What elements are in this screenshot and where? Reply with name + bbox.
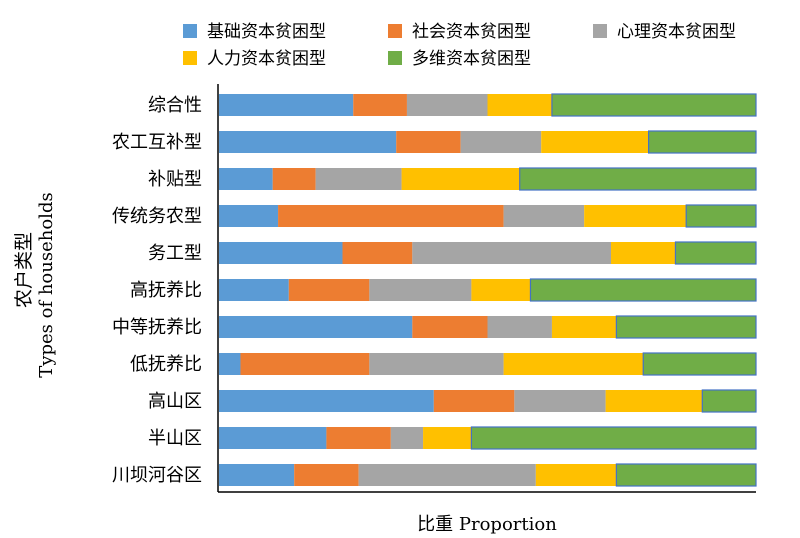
bar-segment-5-2 [342, 242, 413, 264]
bar-segment-6-3 [369, 279, 472, 301]
bar-segment-2-3 [460, 131, 542, 153]
legend-label-2: 社会资本贫困型 [412, 22, 531, 42]
bar-segment-11-3 [358, 464, 536, 486]
bar-segment-4-1 [219, 205, 279, 227]
legend-swatch-1 [183, 24, 197, 38]
legend-swatch-4 [183, 51, 197, 65]
bar-segment-7-4 [551, 316, 617, 338]
bar-segment-6-1 [219, 279, 289, 301]
bar-segment-10-4 [423, 427, 472, 449]
bar-segment-6-4 [471, 279, 531, 301]
bar-segment-1-5 [551, 93, 757, 117]
bar-segment-11-2 [294, 464, 359, 486]
bar-segment-11-4 [535, 464, 617, 486]
bar-segment-2-4 [541, 131, 649, 153]
legend-swatch-2 [388, 24, 402, 38]
y-axis-label-en: Types of households [36, 192, 57, 377]
category-label-2: 农工互补型 [112, 132, 202, 153]
legend-swatch-5 [388, 51, 402, 65]
bar-segment-11-1 [219, 464, 295, 486]
bar-segment-8-1 [219, 353, 241, 375]
bar-segment-2-2 [396, 131, 461, 153]
bar-segment-9-1 [219, 390, 434, 412]
bar-segment-4-4 [584, 205, 687, 227]
bar-segment-5-5 [674, 241, 757, 265]
bar-segment-9-5 [701, 389, 757, 413]
category-label-7: 中等抚养比 [112, 317, 202, 338]
category-label-4: 传统务农型 [112, 206, 202, 227]
bar-segment-9-2 [433, 390, 515, 412]
y-axis-label-cn: 农户类型 [13, 232, 35, 308]
bar-segment-3-4 [401, 168, 520, 190]
bar-segment-5-3 [412, 242, 612, 264]
bar-segment-11-5 [615, 463, 757, 487]
category-label-6: 高抚养比 [130, 280, 202, 301]
legend-label-3: 心理资本贫困型 [617, 22, 736, 42]
bar-segment-3-5 [519, 167, 757, 191]
bar-segment-7-5 [615, 315, 757, 339]
bar-segment-7-1 [219, 316, 413, 338]
bars-area [219, 93, 757, 487]
bar-segment-9-4 [605, 390, 703, 412]
bar-segment-10-2 [326, 427, 391, 449]
bar-segment-2-5 [647, 130, 757, 154]
bar-segment-7-2 [412, 316, 488, 338]
legend-label-1: 基础资本贫困型 [207, 22, 326, 42]
bar-segment-5-1 [219, 242, 343, 264]
category-label-3: 补贴型 [148, 169, 202, 190]
category-label-5: 务工型 [148, 243, 202, 264]
bar-segment-9-3 [514, 390, 606, 412]
bar-segment-6-2 [288, 279, 370, 301]
legend-label-4: 人力资本贫困型 [207, 49, 326, 69]
legend-swatch-3 [593, 24, 607, 38]
bar-segment-4-5 [685, 204, 757, 228]
bar-segment-8-5 [642, 352, 757, 376]
bar-segment-3-3 [315, 168, 402, 190]
x-axis-label: 比重 Proportion [417, 514, 557, 535]
category-labels: 综合性农工互补型补贴型传统务农型务工型高抚养比中等抚养比低抚养比高山区半山区川坝… [112, 95, 202, 486]
bar-segment-7-3 [487, 316, 552, 338]
bar-segment-8-4 [503, 353, 644, 375]
bar-segment-1-2 [353, 94, 407, 116]
category-label-11: 川坝河谷区 [112, 465, 202, 486]
bar-segment-10-5 [470, 426, 757, 450]
bar-segment-4-2 [278, 205, 504, 227]
category-label-9: 高山区 [148, 391, 202, 412]
bar-segment-1-1 [219, 94, 354, 116]
legend-label-5: 多维资本贫困型 [412, 49, 531, 69]
bar-segment-10-3 [390, 427, 424, 449]
bar-segment-3-1 [219, 168, 273, 190]
category-label-10: 半山区 [148, 428, 202, 449]
bar-segment-1-3 [406, 94, 488, 116]
category-label-1: 综合性 [148, 95, 202, 116]
bar-segment-2-1 [219, 131, 397, 153]
bar-segment-8-3 [369, 353, 504, 375]
bar-segment-8-2 [240, 353, 370, 375]
bar-segment-10-1 [219, 427, 327, 449]
bar-segment-5-4 [611, 242, 676, 264]
bar-segment-4-3 [503, 205, 585, 227]
bar-segment-3-2 [272, 168, 316, 190]
bar-segment-1-4 [487, 94, 552, 116]
bar-segment-6-5 [529, 278, 757, 302]
category-label-8: 低抚养比 [130, 354, 202, 375]
